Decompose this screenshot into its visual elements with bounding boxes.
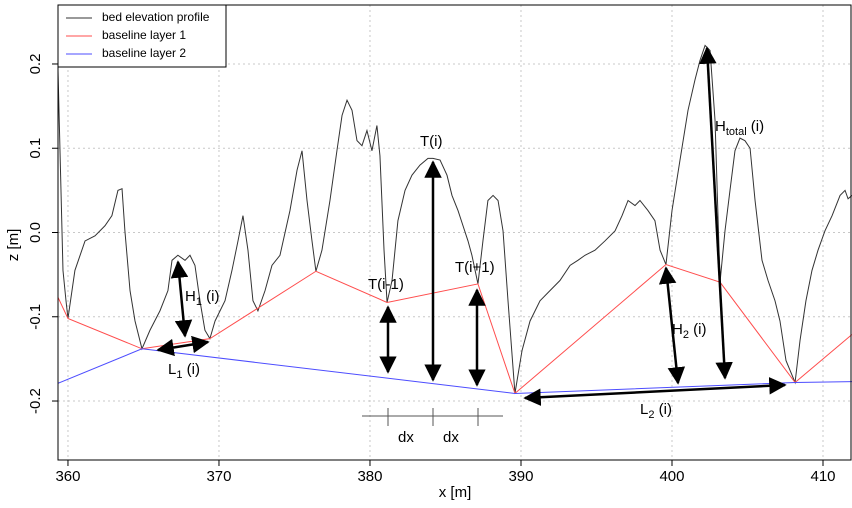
arrow bbox=[699, 46, 733, 380]
arrow bbox=[170, 260, 193, 338]
plot-area bbox=[58, 44, 852, 395]
annotation-text: dx bbox=[398, 429, 414, 446]
arrow bbox=[523, 377, 787, 406]
x-tick-label: 380 bbox=[357, 468, 382, 485]
annotation-subscript: 1 bbox=[176, 369, 182, 381]
annotation-suffix: (i) bbox=[182, 361, 200, 378]
annotation-subscript: 1 bbox=[196, 296, 202, 308]
legend-label: baseline layer 1 bbox=[102, 28, 186, 42]
annotation: L1 (i) bbox=[168, 361, 200, 381]
grid: 360 370 380 390 400 410 -0.2 -0.1 0.0 0.1 0.2 bbox=[27, 5, 852, 485]
legend-label: baseline layer 2 bbox=[102, 46, 186, 60]
series-line bbox=[58, 44, 852, 394]
annotation-text: H bbox=[185, 288, 196, 305]
annotation-subscript: 2 bbox=[648, 409, 654, 421]
x-tick-label: 400 bbox=[659, 468, 684, 485]
annotation: T(i+1) bbox=[455, 259, 495, 276]
annotation: L2 (i) bbox=[640, 401, 672, 421]
x-tick-label: 370 bbox=[206, 468, 231, 485]
annotation-suffix: (i) bbox=[747, 118, 765, 135]
y-tick-label: 0.0 bbox=[27, 222, 44, 243]
x-axis-label: x [m] bbox=[439, 484, 472, 501]
annotations: H1 (i)L1 (i)T(i-1)T(i)T(i+1)H2 (i)Htotal… bbox=[156, 46, 787, 446]
y-tick-label: 0.1 bbox=[27, 138, 44, 159]
annotation: T(i-1) bbox=[368, 276, 404, 293]
annotation-text: dx bbox=[443, 429, 459, 446]
annotation: H1 (i) bbox=[185, 288, 219, 308]
annotation-text: L bbox=[640, 401, 648, 418]
y-tick-label: -0.1 bbox=[27, 304, 44, 330]
annotation-text: L bbox=[168, 361, 176, 378]
series-line bbox=[58, 348, 852, 394]
annotation-suffix: (i) bbox=[689, 321, 707, 338]
legend-label: bed elevation profile bbox=[102, 10, 210, 24]
x-tick-label: 410 bbox=[810, 468, 835, 485]
legend: bed elevation profile baseline layer 1 bas… bbox=[57, 4, 227, 68]
annotation: H2 (i) bbox=[672, 321, 706, 341]
annotation-suffix: (i) bbox=[654, 401, 672, 418]
annotation-text: H bbox=[715, 118, 726, 135]
y-tick-label: 0.2 bbox=[27, 54, 44, 75]
annotation-text: T(i) bbox=[420, 133, 443, 150]
annotation-text: H bbox=[672, 321, 683, 338]
annotation-text: T(i-1) bbox=[368, 276, 404, 293]
annotation: Htotal (i) bbox=[715, 118, 764, 138]
annotation-suffix: (i) bbox=[202, 288, 220, 305]
arrow bbox=[156, 335, 210, 357]
x-tick-label: 390 bbox=[508, 468, 533, 485]
y-tick-label: -0.2 bbox=[27, 388, 44, 414]
annotation: T(i) bbox=[420, 133, 443, 150]
annotation: dx bbox=[443, 429, 459, 446]
plot-frame bbox=[57, 4, 852, 461]
annotation-text: T(i+1) bbox=[455, 259, 495, 276]
annotation-subscript: total bbox=[726, 126, 747, 138]
x-tick-label: 360 bbox=[55, 468, 80, 485]
arrow bbox=[658, 266, 686, 385]
annotation: dx bbox=[398, 429, 414, 446]
annotation-subscript: 2 bbox=[683, 329, 689, 341]
y-axis-label: z [m] bbox=[5, 229, 22, 262]
